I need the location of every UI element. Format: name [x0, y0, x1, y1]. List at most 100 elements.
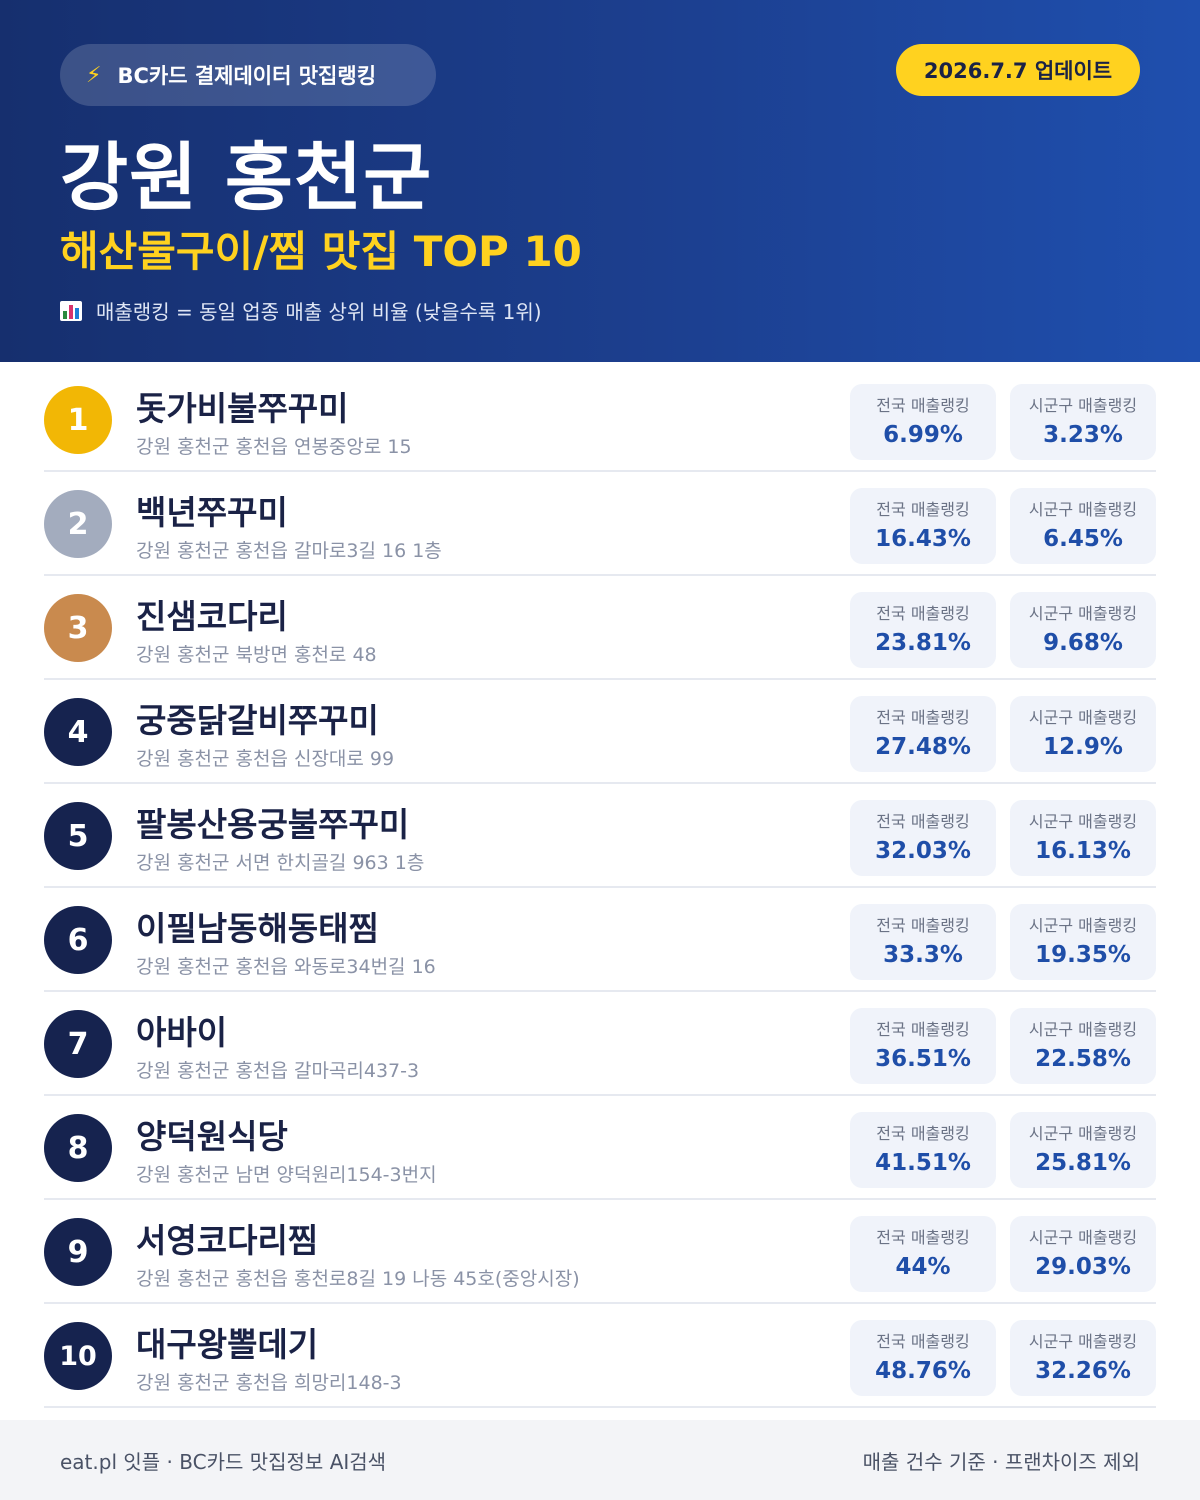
restaurant-address: 강원 홍천군 홍천읍 희망리148-3: [136, 1372, 402, 1394]
national-ranking-card: 전국 매출랭킹 32.03%: [850, 800, 996, 876]
ranking-note: 매출랭킹 = 동일 업종 매출 상위 비율 (낮을수록 1위): [60, 296, 542, 325]
national-ranking-card: 전국 매출랭킹 41.51%: [850, 1112, 996, 1188]
district-ranking-label: 시군구 매출랭킹: [1028, 500, 1138, 519]
district-ranking-label: 시군구 매출랭킹: [1028, 1332, 1138, 1351]
district-ranking-label: 시군구 매출랭킹: [1028, 916, 1138, 935]
rank-badge: 10: [44, 1322, 112, 1390]
national-ranking-value: 6.99%: [883, 422, 963, 448]
district-ranking-card: 시군구 매출랭킹 3.23%: [1010, 384, 1156, 460]
national-ranking-value: 32.03%: [875, 838, 971, 864]
restaurant-name: 이필남동해동태찜: [136, 909, 379, 948]
national-ranking-label: 전국 매출랭킹: [876, 500, 970, 519]
national-ranking-label: 전국 매출랭킹: [876, 1332, 970, 1351]
list-item[interactable]: 7 아바이 강원 홍천군 홍천읍 갈마곡리437-3 전국 매출랭킹 36.51% 시군구…: [44, 992, 1156, 1096]
list-item[interactable]: 5 팔봉산용궁불쭈꾸미 강원 홍천군 서면 한치골길 963 1층 전국 매출랭킹 32…: [44, 784, 1156, 888]
district-ranking-label: 시군구 매출랭킹: [1028, 1124, 1138, 1143]
footer-criteria: 매출 건수 기준 · 프랜차이즈 제외: [862, 1450, 1140, 1474]
rank-badge: 7: [44, 1010, 112, 1078]
district-ranking-label: 시군구 매출랭킹: [1028, 604, 1138, 623]
header-banner: ⚡ BC카드 결제데이터 맛집랭킹 2026.7.7 업데이트 강원 홍천군 해…: [0, 0, 1200, 362]
footer-source: eat.pl 잇플 · BC카드 맛집정보 AI검색: [60, 1450, 387, 1474]
restaurant-address: 강원 홍천군 홍천읍 갈마로3길 16 1층: [136, 540, 442, 562]
district-ranking-card: 시군구 매출랭킹 25.81%: [1010, 1112, 1156, 1188]
rank-badge: 6: [44, 906, 112, 974]
national-ranking-label: 전국 매출랭킹: [876, 396, 970, 415]
national-ranking-label: 전국 매출랭킹: [876, 1228, 970, 1247]
district-ranking-card: 시군구 매출랭킹 16.13%: [1010, 800, 1156, 876]
restaurant-name: 아바이: [136, 1013, 228, 1052]
district-ranking-value: 25.81%: [1035, 1150, 1131, 1176]
rank-badge: 8: [44, 1114, 112, 1182]
national-ranking-value: 16.43%: [875, 526, 971, 552]
rank-badge: 5: [44, 802, 112, 870]
district-ranking-card: 시군구 매출랭킹 29.03%: [1010, 1216, 1156, 1292]
rank-badge: 1: [44, 386, 112, 454]
restaurant-name: 양덕원식당: [136, 1117, 288, 1156]
restaurant-name: 백년쭈꾸미: [136, 493, 288, 532]
national-ranking-value: 41.51%: [875, 1150, 971, 1176]
national-ranking-value: 48.76%: [875, 1358, 971, 1384]
district-ranking-card: 시군구 매출랭킹 6.45%: [1010, 488, 1156, 564]
national-ranking-card: 전국 매출랭킹 6.99%: [850, 384, 996, 460]
national-ranking-label: 전국 매출랭킹: [876, 916, 970, 935]
update-badge: 2026.7.7 업데이트: [896, 44, 1140, 96]
rank-badge: 9: [44, 1218, 112, 1286]
restaurant-name: 궁중닭갈비쭈꾸미: [136, 701, 379, 740]
national-ranking-label: 전국 매출랭킹: [876, 604, 970, 623]
district-ranking-value: 12.9%: [1043, 734, 1123, 760]
district-ranking-card: 시군구 매출랭킹 32.26%: [1010, 1320, 1156, 1396]
page-title: 강원 홍천군: [60, 135, 433, 221]
restaurant-address: 강원 홍천군 홍천읍 신장대로 99: [136, 748, 395, 770]
restaurant-name: 진샘코다리: [136, 597, 288, 636]
rank-badge: 3: [44, 594, 112, 662]
national-ranking-label: 전국 매출랭킹: [876, 1020, 970, 1039]
district-ranking-label: 시군구 매출랭킹: [1028, 708, 1138, 727]
national-ranking-label: 전국 매출랭킹: [876, 708, 970, 727]
rank-badge: 2: [44, 490, 112, 558]
restaurant-address: 강원 홍천군 남면 양덕원리154-3번지: [136, 1164, 437, 1186]
restaurant-address: 강원 홍천군 홍천읍 연봉중앙로 15: [136, 436, 412, 458]
restaurant-name: 돗가비불쭈꾸미: [136, 389, 349, 428]
national-ranking-card: 전국 매출랭킹 33.3%: [850, 904, 996, 980]
restaurant-name: 서영코다리찜: [136, 1221, 319, 1260]
district-ranking-card: 시군구 매출랭킹 9.68%: [1010, 592, 1156, 668]
district-ranking-value: 22.58%: [1035, 1046, 1131, 1072]
district-ranking-card: 시군구 매출랭킹 12.9%: [1010, 696, 1156, 772]
restaurant-address: 강원 홍천군 홍천읍 와동로34번길 16: [136, 956, 436, 978]
district-ranking-value: 6.45%: [1043, 526, 1123, 552]
national-ranking-label: 전국 매출랭킹: [876, 812, 970, 831]
brand-text: BC카드 결제데이터 맛집랭킹: [117, 64, 377, 88]
district-ranking-label: 시군구 매출랭킹: [1028, 1020, 1138, 1039]
rank-badge: 4: [44, 698, 112, 766]
restaurant-address: 강원 홍천군 서면 한치골길 963 1층: [136, 852, 425, 874]
national-ranking-card: 전국 매출랭킹 48.76%: [850, 1320, 996, 1396]
national-ranking-label: 전국 매출랭킹: [876, 1124, 970, 1143]
national-ranking-value: 44%: [895, 1254, 951, 1280]
district-ranking-value: 16.13%: [1035, 838, 1131, 864]
national-ranking-card: 전국 매출랭킹 36.51%: [850, 1008, 996, 1084]
restaurant-address: 강원 홍천군 북방면 홍천로 48: [136, 644, 377, 666]
national-ranking-value: 33.3%: [883, 942, 963, 968]
district-ranking-label: 시군구 매출랭킹: [1028, 396, 1138, 415]
national-ranking-card: 전국 매출랭킹 16.43%: [850, 488, 996, 564]
national-ranking-value: 27.48%: [875, 734, 971, 760]
district-ranking-label: 시군구 매출랭킹: [1028, 812, 1138, 831]
restaurant-name: 대구왕뽈데기: [136, 1325, 319, 1364]
restaurant-address: 강원 홍천군 홍천읍 홍천로8길 19 나동 45호(중앙시장): [136, 1268, 580, 1290]
ranking-note-text: 매출랭킹 = 동일 업종 매출 상위 비율 (낮을수록 1위): [96, 300, 542, 324]
national-ranking-card: 전국 매출랭킹 23.81%: [850, 592, 996, 668]
national-ranking-value: 23.81%: [875, 630, 971, 656]
footer: eat.pl 잇플 · BC카드 맛집정보 AI검색 매출 건수 기준 · 프랜…: [0, 1420, 1200, 1500]
district-ranking-card: 시군구 매출랭킹 22.58%: [1010, 1008, 1156, 1084]
district-ranking-value: 3.23%: [1043, 422, 1123, 448]
lightning-bolt-icon: ⚡: [86, 62, 102, 88]
